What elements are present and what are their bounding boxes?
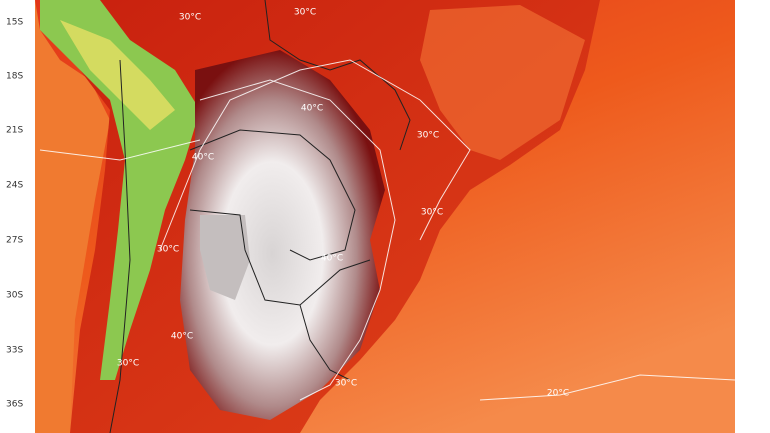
- isotherm-label: 30°C: [117, 359, 139, 369]
- lat-label: 36S: [6, 400, 23, 410]
- lat-label: 15S: [6, 18, 23, 28]
- isotherm-label: 40°C: [301, 104, 323, 114]
- isotherm-label: 30°C: [335, 379, 357, 389]
- pacific: [35, 0, 110, 433]
- lat-label: 24S: [6, 181, 23, 191]
- lat-label: 30S: [6, 291, 23, 301]
- lat-label: 27S: [6, 236, 23, 246]
- isotherm-label: 40°C: [192, 153, 214, 163]
- borders: [109, 0, 411, 433]
- isotherm-label: 30°C: [294, 8, 316, 18]
- warm-plateau: [420, 5, 585, 160]
- isotherm-label: 30°C: [179, 13, 201, 23]
- lat-label: 21S: [6, 126, 23, 136]
- isotherm-label: 30°C: [157, 245, 179, 255]
- isotherm-label: 40°C: [171, 332, 193, 342]
- isotherms: [39, 59, 736, 401]
- heat-core: [180, 50, 385, 420]
- isotherm-label: 30°C: [421, 208, 443, 218]
- isotherm-label: 30°C: [417, 131, 439, 141]
- isotherm-labels: 30°C 30°C 40°C 30°C 40°C 30°C 30°C 40°C …: [117, 8, 569, 399]
- hot-spot: [200, 215, 250, 300]
- altiplano: [60, 20, 175, 130]
- isotherm-label: 20°C: [547, 389, 569, 399]
- isotherm-label: 40°C: [321, 254, 343, 264]
- lat-axis: 15S 18S 21S 24S 27S 30S 33S 36S: [6, 18, 23, 410]
- lat-label: 18S: [6, 72, 23, 82]
- lat-label: 33S: [6, 346, 23, 356]
- map-area: [35, 0, 736, 433]
